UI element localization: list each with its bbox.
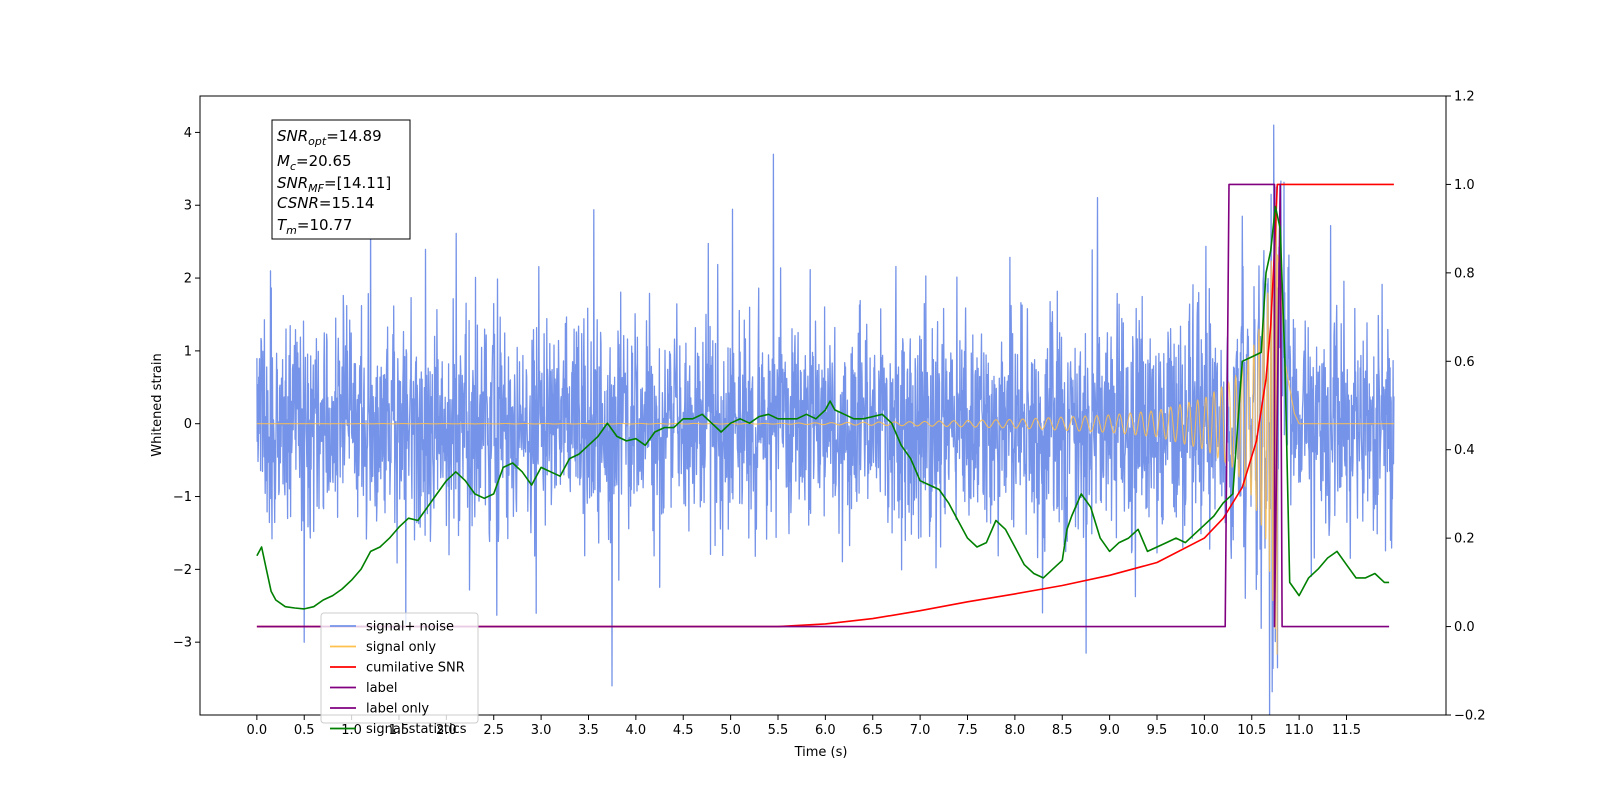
series-signal-only: [256, 211, 1394, 655]
x-tick-label: 8.0: [1005, 723, 1026, 738]
legend-label-signal-noise: signal+ noise: [366, 620, 454, 635]
y-right-tick-label: 0.6: [1454, 355, 1475, 370]
y-right-tick-label: 0.2: [1454, 532, 1475, 547]
label-line: [256, 183, 1390, 628]
y-left-tick-label: 0: [184, 417, 192, 432]
annotation-snr-mf-sub: MF: [308, 182, 324, 195]
y-right-tick-label: 1.0: [1454, 178, 1475, 193]
annotation-tm: Tm=10.77: [277, 216, 352, 237]
annotation-tm-name: T: [277, 216, 288, 234]
x-tick-label: 9.0: [1099, 723, 1120, 738]
legend: signal+ noise signal only cumilative SNR la…: [320, 612, 479, 737]
annotation-snr-opt-sub: opt: [308, 135, 327, 148]
x-tick-label: 2.0: [436, 723, 457, 738]
x-tick-label: 5.0: [720, 723, 741, 738]
legend-label-signal-statistics: signal statistics: [366, 722, 467, 737]
annotation-snr-mf: SNRMF=[14.11]: [277, 174, 391, 195]
x-tick-label: 8.5: [1052, 723, 1073, 738]
y-left-tick-label: 4: [184, 126, 192, 141]
annotation-snr-opt-name: SNR: [277, 127, 308, 145]
annotation-mc-sub: c: [290, 160, 296, 173]
x-tick-label: 1.5: [389, 723, 410, 738]
annotation-tm-sub: m: [286, 224, 297, 237]
annotation-csnr-name: CSNR: [277, 194, 319, 212]
x-tick-label: 2.5: [483, 723, 504, 738]
x-tick-label: 9.5: [1147, 723, 1168, 738]
y-right-tick-label: 1.2: [1454, 90, 1475, 105]
x-tick-label: 3.5: [578, 723, 599, 738]
annotation-csnr: CSNR=15.14: [277, 194, 374, 212]
x-tick-label: 4.5: [673, 723, 694, 738]
x-tick-label: 1.0: [341, 723, 362, 738]
x-tick-label: 3.0: [531, 723, 552, 738]
y-left-tick-label: −1: [173, 490, 192, 505]
legend-label-signal-only: signal only: [366, 640, 436, 655]
y-left-tick-label: −2: [173, 563, 192, 578]
x-axis: 0.0 0.5 1.0 1.5 2.0 2.5 3.0 3.5 4.0 4.5 5.0 5.5 6.0 6…: [247, 715, 1361, 738]
annotation-frame: [271, 119, 411, 240]
legend-label-label: label: [366, 681, 397, 696]
annotation-snr-opt-value: =14.89: [326, 127, 382, 145]
x-tick-label: 11.5: [1332, 723, 1361, 738]
x-tick-label: 0.0: [247, 723, 268, 738]
y-right-tick-label: 0.8: [1454, 266, 1475, 281]
x-tick-label: 10.5: [1237, 723, 1266, 738]
annotation-snr-opt: SNRopt=14.89: [277, 127, 382, 148]
y-right-tick-label: 0.4: [1454, 443, 1475, 458]
y-right-tick-label: −0.2: [1454, 709, 1486, 724]
annotation-mc-value: =20.65: [296, 152, 352, 170]
y-right-tick-label: 0.0: [1454, 620, 1475, 635]
legend-label-label-only: label only: [366, 702, 429, 717]
series-label: [256, 183, 1390, 628]
x-tick-label: 10.0: [1190, 723, 1219, 738]
annotation-mc-name: M: [277, 152, 290, 170]
x-tick-label: 7.5: [957, 723, 978, 738]
x-tick-label: 11.0: [1285, 723, 1314, 738]
plot-area: [256, 124, 1395, 715]
x-tick-label: 0.5: [294, 723, 315, 738]
annotation-box: SNRopt=14.89 Mc=20.65 SNRMF=[14.11] CSNR…: [271, 119, 411, 240]
series-signal-statistics: [256, 205, 1390, 610]
x-tick-label: 6.0: [815, 723, 836, 738]
x-tick-label: 7.0: [910, 723, 931, 738]
signal-only-line: [256, 211, 1394, 655]
y-left-tick-label: 3: [184, 199, 192, 214]
annotation-csnr-value: =15.14: [319, 194, 375, 212]
y-axis-left: −3 −2 −1 0 1 2 3 4: [173, 126, 200, 651]
legend-label-cumilative-snr: cumilative SNR: [366, 661, 465, 676]
y-axis-right: −0.2 0.0 0.2 0.4 0.6 0.8 1.0 1.2: [1446, 90, 1486, 724]
annotation-tm-value: =10.77: [297, 216, 353, 234]
annotation-snr-mf-name: SNR: [277, 174, 308, 192]
y-left-tick-label: 1: [184, 344, 192, 359]
y-axis-title: Whitened strain: [150, 353, 165, 456]
y-left-tick-label: −3: [173, 636, 192, 651]
annotation-mc: Mc=20.65: [277, 152, 352, 173]
x-axis-title: Time (s): [794, 745, 848, 760]
legend-frame: [320, 612, 479, 724]
signal-noise-line: [256, 124, 1395, 715]
signal-statistics-line: [256, 205, 1390, 610]
x-tick-label: 4.0: [626, 723, 647, 738]
series-signal-noise: [256, 124, 1395, 715]
x-tick-label: 5.5: [768, 723, 789, 738]
annotation-snr-mf-value: =[14.11]: [324, 174, 391, 192]
plot-frame: [199, 95, 1447, 716]
x-tick-label: 6.5: [862, 723, 883, 738]
y-left-tick-label: 2: [184, 272, 192, 287]
